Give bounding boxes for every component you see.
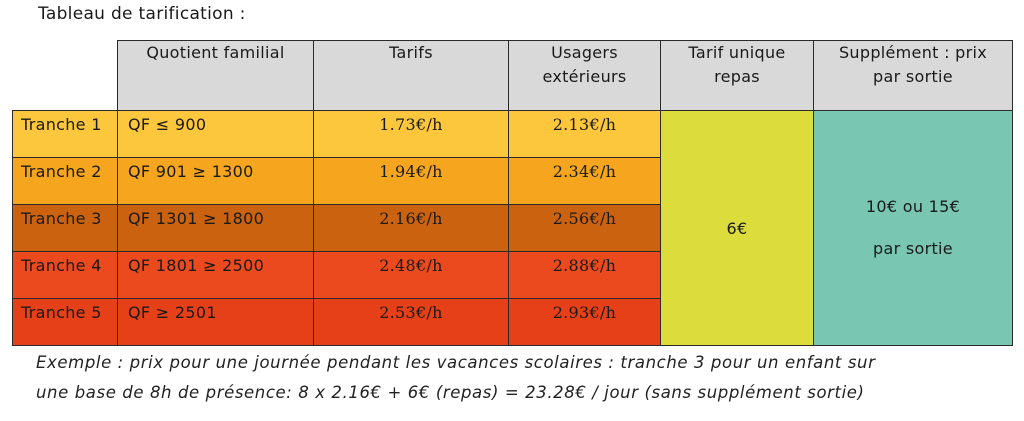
tarif-cell: 2.16€/h xyxy=(313,204,509,252)
tarif-cell: 2.53€/h xyxy=(313,298,509,346)
table-row: Tranche 4 QF 1801 ≥ 2500 2.48€/h 2.88€/h xyxy=(12,251,1013,299)
header-repas: Tarif unique repas xyxy=(660,40,814,111)
exterieur-cell: 2.93€/h xyxy=(508,298,661,346)
corner-cell xyxy=(12,40,118,111)
tranche-cell: Tranche 1 xyxy=(12,110,118,158)
header-exterieurs-line1: Usagers xyxy=(551,43,618,62)
tranche-cell: Tranche 4 xyxy=(12,251,118,299)
table-row: Tranche 2 QF 901 ≥ 1300 1.94€/h 2.34€/h xyxy=(12,157,1013,205)
qf-cell: QF 901 ≥ 1300 xyxy=(117,157,314,205)
header-supplement-line2: par sortie xyxy=(873,67,953,86)
supplement-unit: par sortie xyxy=(873,239,953,258)
tarif-cell: 1.73€/h xyxy=(313,110,509,158)
qf-cell: QF 1301 ≥ 1800 xyxy=(117,204,314,252)
header-supplement-line1: Supplément : prix xyxy=(838,43,988,62)
table-row: Tranche 3 QF 1301 ≥ 1800 2.16€/h 2.56€/h xyxy=(12,204,1013,252)
header-exterieurs-line2: extérieurs xyxy=(542,67,627,86)
table-row: Tranche 1 QF ≤ 900 1.73€/h 2.13€/h 6€ 10… xyxy=(12,110,1013,346)
exterieur-cell: 2.13€/h xyxy=(508,110,661,158)
example-line1: Exemple : prix pour une journée pendant … xyxy=(36,353,876,372)
header-qf: Quotient familial xyxy=(117,40,314,111)
table-title: Tableau de tarification : xyxy=(38,4,246,24)
example-note: Exemple : prix pour une journée pendant … xyxy=(36,348,996,408)
qf-cell: QF ≥ 2501 xyxy=(117,298,314,346)
tarif-cell: 1.94€/h xyxy=(313,157,509,205)
qf-cell: QF ≤ 900 xyxy=(117,110,314,158)
tranche-cell: Tranche 5 xyxy=(12,298,118,346)
qf-cell: QF 1801 ≥ 2500 xyxy=(117,251,314,299)
pricing-table: Quotient familial Tarifs Usagers extérie… xyxy=(12,40,1013,346)
repas-cell: 6€ xyxy=(660,110,814,346)
exterieur-cell: 2.88€/h xyxy=(508,251,661,299)
tranche-cell: Tranche 2 xyxy=(12,157,118,205)
header-supplement: Supplément : prix par sortie xyxy=(813,40,1013,111)
example-line2: une base de 8h de présence: 8 x 2.16€ + … xyxy=(36,383,865,402)
table-row: Tranche 5 QF ≥ 2501 2.53€/h 2.93€/h xyxy=(12,298,1013,346)
header-tarifs: Tarifs xyxy=(313,40,509,111)
header-exterieurs: Usagers extérieurs xyxy=(508,40,661,111)
supplement-value: 10€ ou 15€ xyxy=(865,197,961,216)
header-repas-line2: repas xyxy=(714,67,760,86)
header-row: Quotient familial Tarifs Usagers extérie… xyxy=(12,40,1013,111)
exterieur-cell: 2.56€/h xyxy=(508,204,661,252)
supplement-cell: 10€ ou 15€ par sortie xyxy=(813,110,1013,346)
exterieur-cell: 2.34€/h xyxy=(508,157,661,205)
tranche-cell: Tranche 3 xyxy=(12,204,118,252)
tarif-cell: 2.48€/h xyxy=(313,251,509,299)
header-repas-line1: Tarif unique xyxy=(688,43,786,62)
